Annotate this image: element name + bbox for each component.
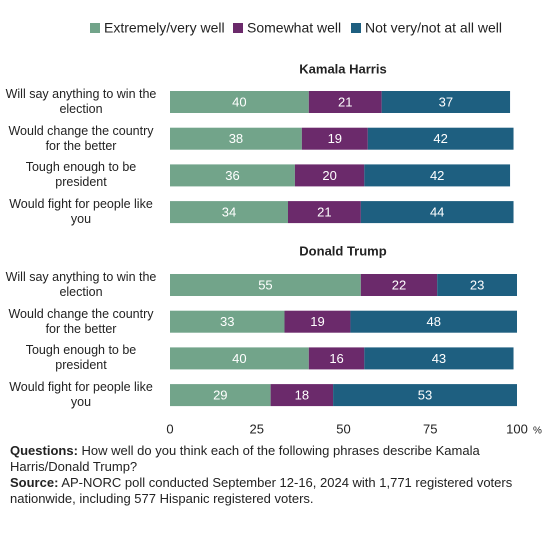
value-label: 34 xyxy=(222,205,236,220)
bar-segment xyxy=(170,164,295,187)
value-label: 23 xyxy=(470,277,484,292)
x-tick-label: 50 xyxy=(336,421,350,436)
value-label: 48 xyxy=(426,314,440,329)
bar-segment xyxy=(170,274,361,296)
category-label: Tough enough to be president xyxy=(25,160,137,190)
group-title: Donald Trump xyxy=(299,243,386,258)
bar-segment xyxy=(170,310,285,333)
category-label: Tough enough to be president xyxy=(25,343,137,373)
note-text: AP-NORC poll conducted September 12-16, … xyxy=(10,475,513,506)
category-label: Would fight for people like you xyxy=(9,380,153,410)
value-label: 19 xyxy=(328,131,342,146)
bar-segment xyxy=(170,91,309,113)
bar-segment xyxy=(294,164,365,187)
value-label: 36 xyxy=(225,168,239,183)
note-label: Source: xyxy=(10,475,59,490)
bar-segment xyxy=(301,127,368,150)
legend-swatch xyxy=(90,23,100,33)
legend-swatch xyxy=(233,23,243,33)
category-label: Would fight for people like you xyxy=(9,197,153,227)
legend-label: Not very/not at all well xyxy=(365,20,502,36)
value-label: 22 xyxy=(392,277,406,292)
x-unit: % xyxy=(533,426,542,437)
value-label: 33 xyxy=(220,314,234,329)
category-label: Will say anything to win the election xyxy=(5,87,157,116)
value-label: 37 xyxy=(439,94,453,109)
value-label: 18 xyxy=(295,388,309,403)
note-label: Questions: xyxy=(10,443,78,458)
legend-swatch xyxy=(351,23,361,33)
value-label: 21 xyxy=(338,94,352,109)
value-label: 44 xyxy=(430,205,444,220)
bar-segment xyxy=(308,347,365,370)
category-label: Would change the country for the better xyxy=(8,123,154,153)
value-label: 16 xyxy=(329,351,343,366)
value-label: 20 xyxy=(322,168,336,183)
bar-segment xyxy=(360,201,514,224)
bar-segment xyxy=(381,91,511,113)
value-label: 38 xyxy=(229,131,243,146)
bar-segment xyxy=(170,384,271,407)
value-label: 43 xyxy=(432,351,446,366)
value-label: 29 xyxy=(213,388,227,403)
bar-segment xyxy=(170,201,288,224)
value-label: 55 xyxy=(258,277,272,292)
value-label: 21 xyxy=(317,205,331,220)
bar-segment xyxy=(437,274,517,296)
bar-segment xyxy=(367,127,514,150)
group-title: Kamala Harris xyxy=(299,61,386,76)
value-label: 42 xyxy=(430,168,444,183)
bar-segment xyxy=(170,127,302,150)
category-label: Will say anything to win the election xyxy=(5,270,157,299)
x-tick-label: 0 xyxy=(166,421,173,436)
notes: Questions: How well do you think each of… xyxy=(10,443,540,507)
note: Questions: How well do you think each of… xyxy=(10,443,540,475)
bar-segment xyxy=(308,91,382,113)
x-tick-label: 75 xyxy=(423,421,437,436)
bar-segment xyxy=(170,347,309,370)
bar-segment xyxy=(287,201,361,224)
category-label: Would change the country for the better xyxy=(8,306,154,336)
x-tick-label: 25 xyxy=(250,421,264,436)
note: Source: AP-NORC poll conducted September… xyxy=(10,475,540,507)
bar-segment xyxy=(350,310,517,333)
bar-segment xyxy=(360,274,438,296)
legend-label: Extremely/very well xyxy=(104,20,225,36)
value-label: 40 xyxy=(232,94,246,109)
x-tick-label: 100 xyxy=(506,421,528,436)
legend-label: Somewhat well xyxy=(247,20,341,36)
bar-segment xyxy=(284,310,351,333)
bar-segment xyxy=(364,347,514,370)
value-label: 53 xyxy=(418,388,432,403)
bar-segment xyxy=(270,384,334,407)
value-label: 42 xyxy=(433,131,447,146)
note-text: How well do you think each of the follow… xyxy=(10,443,480,474)
bar-segment xyxy=(364,164,511,187)
chart: Extremely/very well Somewhat well Not very… xyxy=(90,20,542,437)
value-label: 40 xyxy=(232,351,246,366)
bar-segment xyxy=(333,384,517,407)
value-label: 19 xyxy=(310,314,324,329)
